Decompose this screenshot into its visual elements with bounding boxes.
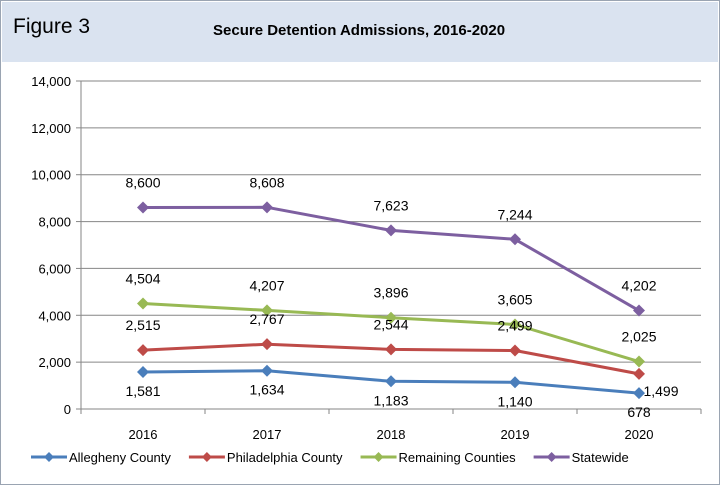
figure-label: Figure 3 [13, 15, 91, 38]
legend-label: Philadelphia County [227, 450, 343, 465]
data-point-marker [385, 224, 397, 237]
y-tick-label: 6,000 [38, 261, 71, 276]
legend: Allegheny County Philadelphia County Remai… [31, 450, 629, 465]
data-point-marker [509, 344, 521, 357]
data-label: 8,608 [249, 174, 284, 190]
legend-swatch-marker [44, 452, 54, 462]
data-point-marker [261, 338, 273, 351]
legend-item: Allegheny County [31, 450, 171, 465]
data-point-marker [509, 376, 521, 389]
data-label: 7,623 [373, 197, 408, 213]
data-label: 4,504 [125, 270, 160, 286]
data-label: 1,634 [249, 382, 284, 398]
data-point-marker [261, 364, 273, 377]
legend-label: Statewide [572, 450, 629, 465]
y-tick-label: 0 [64, 402, 71, 417]
x-tick-label: 2017 [253, 427, 282, 442]
data-label: 2,515 [125, 317, 160, 333]
data-point-marker [509, 318, 521, 331]
data-label: 8,600 [125, 175, 160, 191]
data-label: 678 [627, 404, 651, 420]
legend-item: Statewide [533, 450, 629, 465]
header-band [2, 2, 718, 62]
x-tick-label: 2018 [377, 427, 406, 442]
legend-item: Remaining Counties [360, 450, 517, 465]
data-point-marker [385, 375, 397, 388]
data-point-marker [633, 387, 645, 400]
legend-item: Philadelphia County [188, 450, 343, 465]
data-label: 3,896 [373, 285, 408, 301]
data-label: 4,202 [621, 278, 656, 294]
gridlines [81, 80, 701, 363]
data-point-marker [509, 233, 521, 246]
x-tick-label: 2016 [129, 427, 158, 442]
data-label: 1,183 [373, 392, 408, 408]
legend-swatch-marker [373, 452, 384, 462]
x-tick-label: 2019 [501, 427, 530, 442]
y-tick-label: 12,000 [31, 121, 71, 136]
data-point-marker [261, 201, 273, 214]
legend-swatch-marker [546, 452, 557, 462]
data-point-marker [385, 311, 397, 324]
data-point-marker [633, 304, 645, 317]
y-tick-label: 14,000 [31, 74, 71, 89]
x-tick-label: 2020 [625, 427, 654, 442]
y-tick-label: 8,000 [38, 215, 71, 230]
data-point-marker [633, 355, 645, 368]
data-point-marker [137, 297, 149, 310]
data-labels: 1,581 1,634 1,183 1,140 678 2,515 2,767 2,544 2,… [125, 174, 678, 420]
data-point-marker [633, 367, 645, 380]
data-label: 2,767 [249, 311, 284, 327]
data-label: 3,605 [497, 292, 532, 308]
data-label: 1,140 [497, 393, 532, 409]
legend-swatch-marker [201, 452, 212, 462]
data-label: 7,244 [497, 206, 532, 222]
series-lines [137, 201, 645, 400]
data-point-marker [385, 343, 397, 356]
y-tick-label: 2,000 [38, 355, 71, 370]
data-label: 4,207 [249, 277, 284, 293]
y-tick-label: 4,000 [38, 308, 71, 323]
data-point-marker [137, 201, 149, 214]
data-label: 2,499 [497, 317, 532, 333]
data-label: 2,544 [373, 316, 408, 332]
data-label: 1,581 [125, 383, 160, 399]
data-label: 2,025 [621, 329, 656, 345]
data-point-marker [137, 365, 149, 378]
data-point-marker [137, 344, 149, 357]
data-label: 1,499 [643, 383, 678, 399]
data-point-marker [261, 304, 273, 317]
chart-title: Secure Detention Admissions, 2016-2020 [213, 22, 506, 39]
legend-label: Remaining Counties [399, 450, 517, 465]
y-tick-label: 10,000 [31, 168, 71, 183]
axes: 0 2,000 4,000 6,000 8,000 10,000 12,000 14,000 2… [31, 74, 702, 442]
legend-label: Allegheny County [69, 450, 171, 465]
